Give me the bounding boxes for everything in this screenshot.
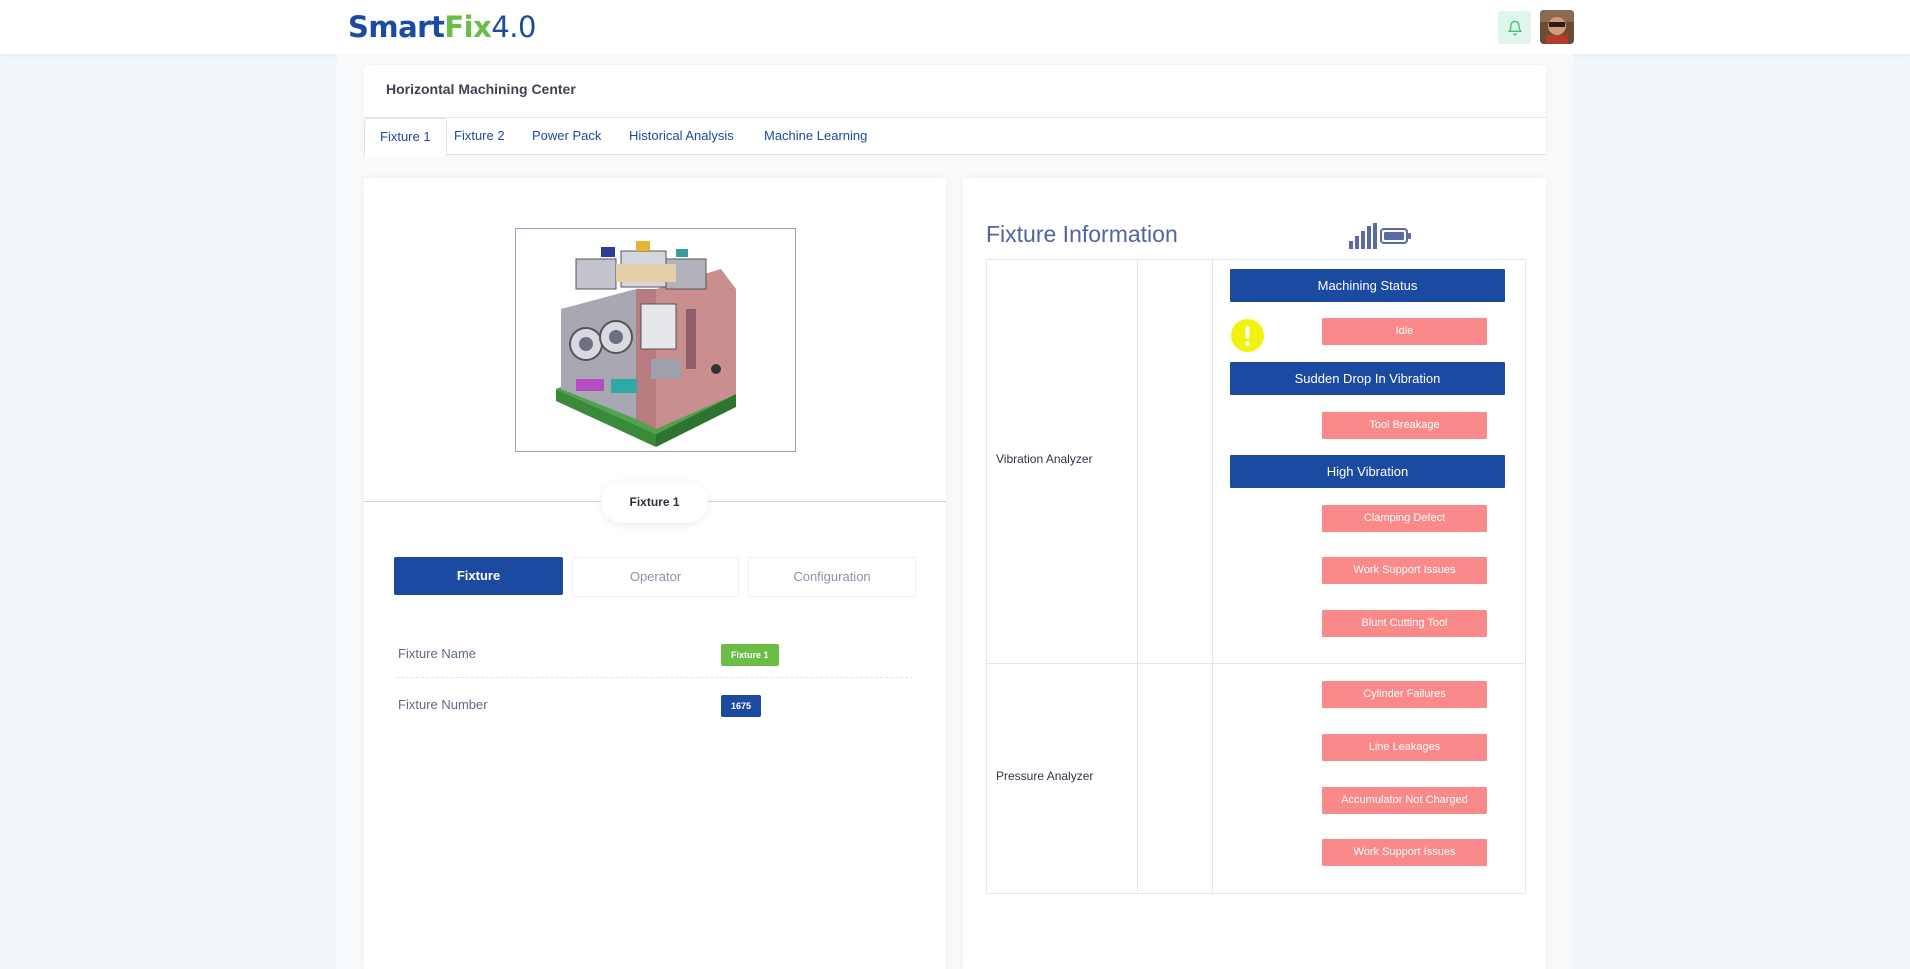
info-separator bbox=[396, 677, 913, 678]
machining-status-bar: Machining Status bbox=[1230, 269, 1505, 302]
segment-configuration[interactable]: Configuration bbox=[748, 557, 916, 597]
accumulator-not-charged-button[interactable]: Accumulator Not Charged bbox=[1322, 787, 1487, 814]
idle-button[interactable]: Idle bbox=[1322, 318, 1487, 345]
tabs-top-divider bbox=[364, 117, 1546, 118]
line-leakages-button[interactable]: Line Leakages bbox=[1322, 734, 1487, 761]
vibration-analyzer-label: Vibration Analyzer bbox=[996, 452, 1093, 466]
brand-part-smart: Smart bbox=[348, 10, 445, 44]
page-title: Horizontal Machining Center bbox=[386, 81, 576, 97]
work-support-issues-button[interactable]: Work Support Issues bbox=[1322, 557, 1487, 584]
fixture-information-title: Fixture Information bbox=[986, 221, 1178, 247]
tab-power-pack[interactable]: Power Pack bbox=[532, 128, 602, 143]
fixture-name-pill: Fixture 1 bbox=[601, 481, 708, 523]
top-navbar: SmartFix4.0 bbox=[0, 0, 1910, 54]
tool-breakage-button[interactable]: Tool Breakage bbox=[1322, 412, 1487, 439]
clamping-defect-button[interactable]: Clamping Defect bbox=[1322, 505, 1487, 532]
signal-bars-icon bbox=[1349, 223, 1377, 249]
battery-icon bbox=[1380, 228, 1411, 244]
tab-machine-learning[interactable]: Machine Learning bbox=[764, 128, 868, 143]
table-column-divider-1 bbox=[1137, 259, 1138, 892]
table-row-divider bbox=[986, 663, 1524, 664]
table-column-divider-2 bbox=[1212, 259, 1213, 892]
avatar[interactable] bbox=[1540, 10, 1574, 44]
sudden-drop-bar: Sudden Drop In Vibration bbox=[1230, 362, 1505, 395]
brand-logo[interactable]: SmartFix4.0 bbox=[348, 9, 536, 45]
segment-operator[interactable]: Operator bbox=[572, 557, 739, 597]
fixture-number-label: Fixture Number bbox=[398, 697, 488, 712]
brand-part-fix: Fix bbox=[444, 10, 492, 44]
avatar-image bbox=[1540, 10, 1574, 44]
tab-historical-analysis[interactable]: Historical Analysis bbox=[629, 128, 734, 143]
tab-fixture-1[interactable]: Fixture 1 bbox=[364, 118, 447, 157]
brand-part-version: 4.0 bbox=[491, 10, 536, 44]
fixture-number-badge: 1675 bbox=[721, 695, 762, 717]
warning-icon bbox=[1231, 319, 1264, 352]
cylinder-failures-button[interactable]: Cylinder Failures bbox=[1322, 681, 1487, 708]
pressure-work-support-issues-button[interactable]: Work Support Issues bbox=[1322, 839, 1487, 866]
bell-icon bbox=[1507, 20, 1522, 35]
fixture-name-badge: Fixture 1 bbox=[721, 644, 779, 666]
analyzer-table bbox=[986, 259, 1526, 894]
notifications-button[interactable] bbox=[1498, 11, 1531, 44]
fixture-model-illustration bbox=[556, 241, 736, 447]
fixture-name-label: Fixture Name bbox=[398, 646, 477, 661]
pressure-analyzer-label: Pressure Analyzer bbox=[996, 769, 1094, 783]
segment-fixture[interactable]: Fixture bbox=[394, 557, 563, 595]
tabs-bottom-divider bbox=[364, 154, 1546, 155]
header-card bbox=[364, 65, 1546, 154]
tab-fixture-2[interactable]: Fixture 2 bbox=[454, 128, 505, 143]
exclamation-icon bbox=[1245, 326, 1250, 346]
fixture-image bbox=[515, 228, 796, 452]
blunt-cutting-tool-button[interactable]: Blunt Cutting Tool bbox=[1322, 610, 1487, 637]
high-vibration-bar: High Vibration bbox=[1230, 455, 1505, 488]
